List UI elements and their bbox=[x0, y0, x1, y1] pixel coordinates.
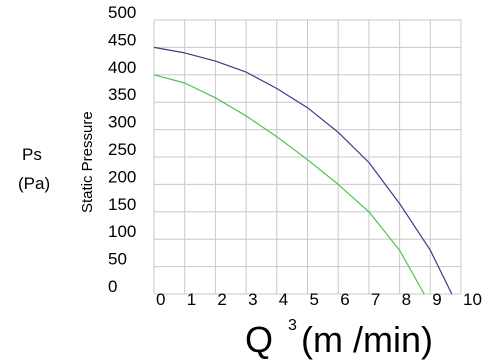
y-tick-label: 100 bbox=[108, 222, 136, 241]
x-tick-label: 3 bbox=[248, 290, 257, 309]
y-tick-label: 450 bbox=[108, 30, 136, 49]
y-tick-label: 200 bbox=[108, 167, 136, 186]
pa-unit-label: (Pa) bbox=[18, 174, 50, 193]
y-axis-title: Static Pressure bbox=[79, 111, 96, 213]
x-tick-label: 7 bbox=[371, 290, 380, 309]
curves bbox=[153, 46, 453, 295]
series-line-1 bbox=[153, 46, 453, 295]
x-tick-label: 5 bbox=[310, 290, 319, 309]
x-tick-label: 4 bbox=[279, 290, 288, 309]
x-tick-label: 1 bbox=[187, 290, 196, 309]
series-line-2 bbox=[153, 74, 425, 295]
y-tick-label: 50 bbox=[108, 250, 127, 269]
x-axis-q-label: Q bbox=[245, 319, 273, 360]
y-tick-label: 0 bbox=[108, 277, 117, 296]
y-tick-label: 350 bbox=[108, 85, 136, 104]
x-tick-label: 10 bbox=[463, 290, 482, 309]
x-axis-unit-label: (m /min) bbox=[301, 319, 433, 360]
y-tick-label: 400 bbox=[108, 58, 136, 77]
y-tick-labels: 0 50 100 150 200 250 300 350 400 450 500 bbox=[108, 3, 136, 296]
x-tick-label: 9 bbox=[432, 290, 441, 309]
y-tick-label: 300 bbox=[108, 113, 136, 132]
ps-label: Ps bbox=[22, 145, 42, 164]
y-tick-label: 150 bbox=[108, 195, 136, 214]
x-tick-label: 2 bbox=[217, 290, 226, 309]
x-tick-label: 6 bbox=[340, 290, 349, 309]
y-tick-label: 500 bbox=[108, 3, 136, 22]
x-axis-superscript: 3 bbox=[288, 317, 297, 334]
grid bbox=[153, 19, 462, 295]
x-tick-label: 8 bbox=[402, 290, 411, 309]
y-tick-label: 250 bbox=[108, 140, 136, 159]
x-tick-labels: 0 1 2 3 4 5 6 7 8 9 10 bbox=[156, 290, 482, 309]
x-tick-label: 0 bbox=[156, 290, 165, 309]
